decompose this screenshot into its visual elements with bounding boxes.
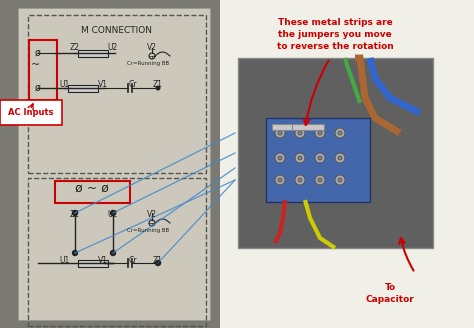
- Text: Cr: Cr: [129, 80, 137, 89]
- Polygon shape: [18, 8, 210, 320]
- Text: M CONNECTION: M CONNECTION: [82, 26, 153, 35]
- Circle shape: [298, 178, 302, 182]
- Circle shape: [110, 211, 116, 215]
- FancyBboxPatch shape: [266, 118, 370, 202]
- Text: Z2: Z2: [70, 210, 80, 219]
- Circle shape: [335, 153, 345, 163]
- Text: V2: V2: [147, 210, 157, 219]
- Text: V2: V2: [147, 43, 157, 52]
- FancyBboxPatch shape: [238, 58, 433, 248]
- Circle shape: [155, 260, 161, 265]
- FancyBboxPatch shape: [78, 50, 108, 56]
- Circle shape: [335, 128, 345, 138]
- Circle shape: [295, 153, 305, 163]
- Text: Cr: Cr: [129, 256, 137, 265]
- Circle shape: [298, 156, 302, 160]
- Circle shape: [73, 211, 78, 215]
- Text: Cr=Running BB: Cr=Running BB: [127, 228, 169, 233]
- Text: Z2: Z2: [70, 43, 80, 52]
- Circle shape: [338, 131, 342, 135]
- Polygon shape: [0, 0, 220, 328]
- Circle shape: [275, 175, 285, 185]
- Circle shape: [295, 175, 305, 185]
- Circle shape: [315, 175, 325, 185]
- Polygon shape: [220, 0, 474, 328]
- Text: Z1: Z1: [153, 256, 163, 265]
- Text: ø ~ ø: ø ~ ø: [75, 181, 109, 195]
- Circle shape: [318, 178, 322, 182]
- Circle shape: [155, 86, 161, 91]
- Circle shape: [295, 128, 305, 138]
- Circle shape: [318, 156, 322, 160]
- Circle shape: [73, 251, 78, 256]
- Circle shape: [275, 153, 285, 163]
- FancyBboxPatch shape: [78, 259, 108, 266]
- Text: ø: ø: [35, 48, 41, 58]
- Text: U1: U1: [60, 80, 70, 89]
- Circle shape: [278, 178, 282, 182]
- Circle shape: [278, 131, 282, 135]
- Circle shape: [315, 128, 325, 138]
- Text: V1: V1: [98, 80, 108, 89]
- FancyBboxPatch shape: [272, 124, 304, 130]
- FancyBboxPatch shape: [292, 124, 324, 130]
- Circle shape: [338, 178, 342, 182]
- Text: U2: U2: [108, 210, 118, 219]
- Text: ø: ø: [35, 83, 41, 93]
- Text: To
Capacitor: To Capacitor: [365, 283, 414, 304]
- Text: AC Inputs: AC Inputs: [8, 108, 54, 117]
- Text: Cr=Running BB: Cr=Running BB: [127, 61, 169, 66]
- Circle shape: [315, 153, 325, 163]
- Circle shape: [318, 131, 322, 135]
- Circle shape: [110, 251, 116, 256]
- Circle shape: [298, 131, 302, 135]
- Text: U2: U2: [108, 43, 118, 52]
- Text: U1: U1: [60, 256, 70, 265]
- Text: ~: ~: [31, 60, 41, 70]
- Circle shape: [275, 128, 285, 138]
- Circle shape: [335, 175, 345, 185]
- Circle shape: [338, 156, 342, 160]
- Text: These metal strips are
the jumpers you move
to reverse the rotation: These metal strips are the jumpers you m…: [277, 18, 393, 51]
- FancyBboxPatch shape: [68, 85, 98, 92]
- Text: V1: V1: [98, 256, 108, 265]
- Text: Z1: Z1: [153, 80, 163, 89]
- Circle shape: [278, 156, 282, 160]
